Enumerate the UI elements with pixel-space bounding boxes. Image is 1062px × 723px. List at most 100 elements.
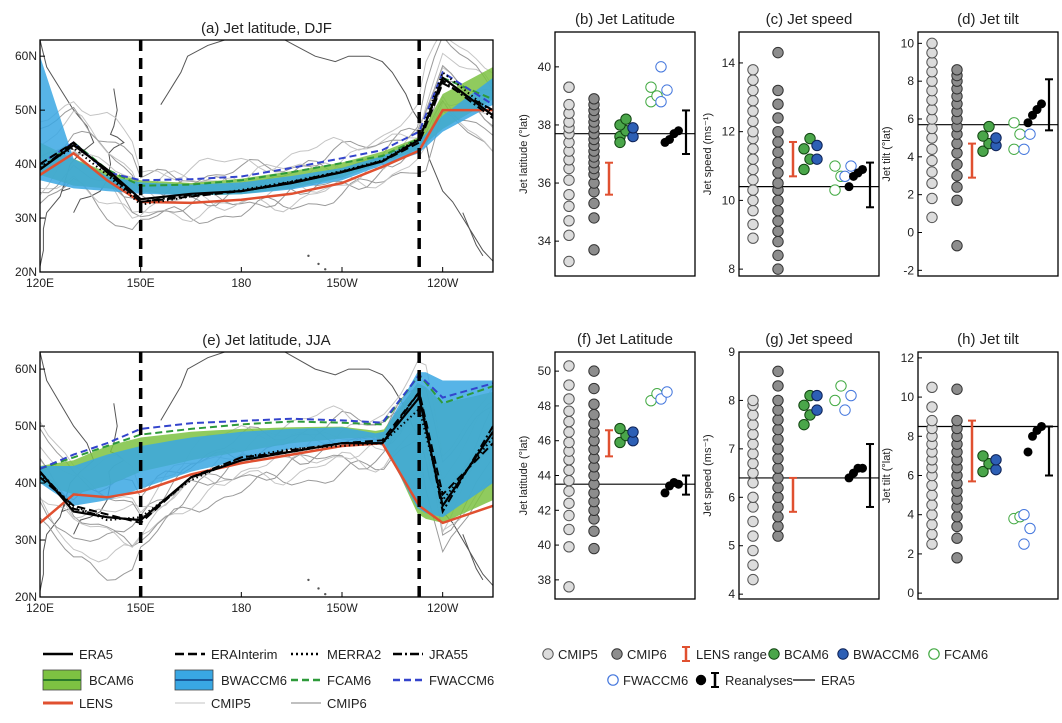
reanalysis-point: [858, 463, 867, 473]
series-line-era5: [40, 76, 493, 201]
legend-item: LENS: [43, 696, 113, 711]
y-axis-label: Jet tilt (°lat): [881, 448, 893, 503]
cmip5-point: [747, 394, 759, 407]
fwaccm6-point: [655, 96, 667, 108]
legend-label: CMIP5: [558, 647, 598, 662]
cmip6-point: [772, 167, 784, 179]
cmip5-point: [926, 401, 938, 413]
cmip6-point: [772, 530, 784, 542]
cmip6-point: [772, 84, 784, 97]
fwaccm6-point: [655, 61, 667, 73]
band-bwaccm6: [40, 372, 493, 518]
y-tick-label: 2: [907, 188, 914, 202]
scatter-title: (d) Jet tilt: [957, 11, 1020, 28]
cmip5-point: [563, 485, 575, 497]
ensemble-line: [40, 40, 493, 181]
lon-tick-label: 120W: [427, 276, 459, 290]
bwaccm6-point: [811, 139, 823, 152]
legend-item: CMIP6: [611, 647, 667, 662]
cmip6-point: [772, 491, 784, 503]
cmip5-point: [747, 205, 759, 217]
reanalysis-point: [674, 479, 683, 489]
bcam6-point: [614, 422, 626, 435]
scatter-panel: 0 2 4 6 8 10 12 Jet tilt (°lat) (h) Jet tilt: [881, 331, 1059, 600]
cmip6-point: [772, 433, 784, 445]
legend-label: FCAM6: [944, 647, 988, 662]
coastline: [160, 40, 225, 105]
fwaccm6-point: [1018, 509, 1030, 521]
legend-item: JRA55: [393, 647, 468, 662]
y-axis-label: Jet latitude (°lat): [518, 114, 530, 194]
cmip5-point: [747, 491, 759, 503]
cmip6-point: [588, 525, 600, 537]
series-line-fwaccm6: [40, 373, 493, 470]
cmip5-point: [747, 559, 759, 571]
bcam6-point: [798, 399, 810, 411]
cmip6-point: [588, 93, 600, 105]
cmip5-point: [747, 64, 759, 76]
cmip5-point: [926, 103, 938, 116]
bcam6-point: [977, 145, 989, 157]
fcam6-point: [835, 380, 847, 392]
cmip5-point: [926, 94, 938, 106]
legend-item: FWACCM6: [607, 673, 688, 688]
cmip6-point: [772, 249, 784, 262]
legend-label: BCAM6: [784, 647, 829, 662]
cmip5-point: [926, 132, 938, 144]
cmip6-point: [772, 481, 784, 494]
cmip5-point: [563, 81, 575, 93]
lat-tick-label: 50N: [15, 419, 37, 433]
cmip6-point: [951, 552, 963, 564]
fcam6-point: [1014, 128, 1026, 140]
cmip6-point: [772, 501, 784, 513]
legend-item: Reanalyses: [695, 672, 793, 688]
cmip6-point: [588, 244, 600, 256]
map-title: (a) Jet latitude, DJF: [201, 20, 332, 37]
bcam6-point: [798, 418, 810, 431]
cmip6-point: [772, 510, 784, 523]
series-line-era5: [40, 395, 493, 522]
legend-label: LENS range: [696, 647, 767, 662]
y-tick-label: 4: [728, 587, 735, 601]
cmip5-point: [563, 188, 575, 201]
legend-item: BWACCM6: [174, 669, 287, 691]
coastline: [283, 40, 493, 262]
cmip5-point: [926, 479, 938, 492]
y-tick-label: 34: [538, 234, 552, 248]
bwaccm6-point: [811, 404, 823, 416]
cmip5-point: [926, 381, 938, 393]
cmip5-point: [747, 409, 759, 421]
lon-tick-label: 180: [231, 276, 251, 290]
cmip6-point: [951, 532, 963, 544]
cmip6-point: [772, 443, 784, 455]
series-line-lens: [40, 108, 493, 205]
cmip5-point: [926, 192, 938, 205]
fwaccm6-point: [661, 84, 673, 96]
scatter-plot-area: [555, 61, 695, 268]
map-frame: [39, 39, 494, 273]
y-tick-label: 38: [538, 573, 552, 587]
cmip6-point: [772, 462, 784, 474]
reanalysis-point: [1023, 447, 1033, 457]
cmip5-point: [747, 153, 759, 165]
series-line-fcam6: [40, 373, 493, 470]
y-axis-label: Jet latitude (°lat): [518, 436, 530, 516]
legend-item: ERA5: [793, 673, 855, 688]
lat-tick-label: 20N: [15, 265, 37, 279]
cmip6-point: [772, 414, 784, 426]
cmip5-point: [563, 415, 575, 428]
lat-tick-label: 40N: [15, 476, 37, 490]
cmip5-point: [747, 501, 759, 513]
cmip5-point: [926, 154, 938, 167]
y-tick-label: 0: [907, 225, 914, 239]
cmip6-point: [588, 542, 600, 555]
cmip6-point: [772, 205, 784, 217]
y-tick-label: 6: [728, 490, 735, 504]
cmip5-point: [926, 489, 938, 501]
cmip6-point: [772, 452, 784, 465]
cmip6-point: [772, 520, 784, 533]
cmip6-point: [951, 170, 963, 182]
cmip5-point: [926, 143, 938, 155]
